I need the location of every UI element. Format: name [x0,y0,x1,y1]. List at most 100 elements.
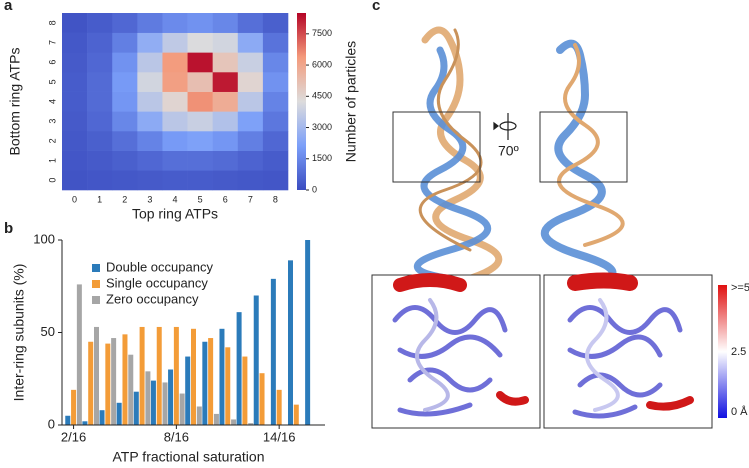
bar [71,389,77,425]
bar [133,391,139,425]
heatmap-cell [62,111,88,132]
heatmap-cell [212,52,239,73]
x-tick-label: 3 [147,194,152,204]
bar [208,338,214,425]
bar [202,341,208,425]
colorbar-label: >=5 Å [731,281,749,294]
rotation-icon [493,113,517,140]
heatmap-cell [62,13,88,33]
bar [116,402,122,425]
heatmap-cell [87,170,113,191]
heatmap-cell [87,131,113,151]
heatmap-cell [212,111,239,132]
heatmap-cell [187,13,213,33]
bar [293,404,299,425]
bar [111,338,117,425]
heatmap-cell [262,170,289,191]
colorbar-title: Number of particles [343,41,359,162]
bar [94,326,99,425]
heatmap-cell [262,32,289,53]
zoom-box [392,111,481,183]
heatmap-cell [87,32,113,53]
heatmap-cell [237,32,264,53]
x-tick-label: 5 [198,194,203,204]
bar [253,295,259,425]
bar [196,406,202,425]
heatmap-cell [137,32,163,53]
rotation-label: 70º [498,143,519,159]
y-tick-label: 50 [41,324,55,339]
panel-label: a [4,0,13,14]
heatmap-cell [212,91,239,112]
bar [105,343,111,425]
bar [305,240,311,425]
y-tick-label: 100 [33,231,55,246]
bar [145,371,151,425]
heatmap-cell [62,131,88,151]
heatmap-cell [62,32,88,53]
heatmap-cell [112,32,138,53]
bar [213,413,219,425]
bar [82,421,88,425]
bar [276,389,282,425]
bar [162,382,168,425]
colorbar-label: 0 Å [731,405,748,418]
heatmap-cell [137,131,163,151]
heatmap-cell [262,91,289,112]
heatmap-cell [62,72,88,92]
bar [156,326,162,425]
heatmap-cell [62,91,88,112]
colorbar-tick-label: 6000 [312,59,332,69]
heatmap-cell [262,52,289,73]
heatmap-cell [62,52,88,73]
panel-label: c [372,0,380,14]
bar [65,415,71,425]
panel-label: b [4,220,13,237]
heatmap-cell [187,91,213,112]
heatmap-cell [137,72,163,92]
heatmap-cell [187,131,213,151]
heatmap-cell [137,52,163,73]
heatmap-cell [237,52,264,73]
heatmap-cell [262,131,289,151]
heatmap-cell [112,170,138,191]
heatmap-cell [187,150,213,171]
heatmap-cell [212,170,239,191]
x-tick-label: 2 [122,194,127,204]
colorbar-label: 2.5 Å [731,345,749,358]
heatmap-cell [262,111,289,132]
heatmap-cell [162,72,188,92]
heatmap-cell [262,150,289,171]
heatmap-cell [137,150,163,171]
heatmap-cell [87,72,113,92]
heatmap-cell [187,111,213,132]
heatmap-cell [237,13,264,33]
x-tick-label: 14/16 [263,429,296,444]
bar [88,341,94,425]
x-tick-label: 0 [72,194,77,204]
heatmap-cell [212,72,239,92]
heatmap-cell [87,52,113,73]
heatmap-cell [87,13,113,33]
heatmap-cell [162,131,188,151]
x-tick-label: 1 [97,194,102,204]
bar [185,356,191,425]
heatmap-cell [87,91,113,112]
heatmap-cell [112,91,138,112]
heatmap-cell [137,13,163,33]
x-tick-label: 8 [273,194,278,204]
heatmap-cell [112,111,138,132]
heatmap-cell [137,111,163,132]
heatmap-cell [212,150,239,171]
x-tick-label: 2/16 [61,429,86,444]
y-tick-label: 6 [47,60,57,65]
structure-illustration [413,26,625,309]
x-axis-label: Top ring ATPs [132,206,218,222]
heatmap-cell [262,13,289,33]
heatmap-cell [237,131,264,151]
heatmap-cell [162,52,188,73]
legend-swatch [92,264,100,272]
legend-label: Single occupancy [106,275,208,290]
